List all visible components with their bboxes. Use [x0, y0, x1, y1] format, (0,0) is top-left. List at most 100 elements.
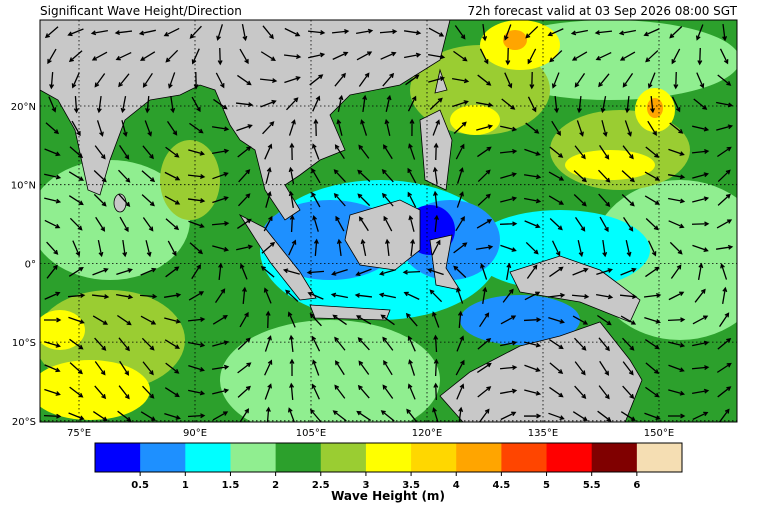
- arrow: [211, 221, 230, 227]
- arrow: [523, 174, 542, 180]
- colorbar-tick-label: 5.5: [583, 480, 601, 491]
- arrow: [547, 28, 564, 37]
- arrow: [332, 314, 347, 326]
- arrow: [717, 386, 732, 398]
- arrow: [187, 413, 206, 419]
- arrow: [598, 385, 610, 400]
- arrow: [719, 48, 729, 65]
- arrow: [95, 216, 106, 232]
- arrow: [241, 286, 247, 305]
- arrow: [692, 196, 710, 203]
- arrow: [667, 413, 686, 419]
- arrow: [429, 97, 443, 110]
- arrow: [549, 362, 564, 374]
- arrow: [620, 267, 637, 276]
- arrow: [44, 388, 61, 396]
- arrow: [265, 406, 271, 422]
- arrow: [620, 315, 637, 325]
- valid-time: 72h forecast valid at 03 Sep 2026 08:00 …: [467, 4, 737, 18]
- arrow: [236, 218, 252, 230]
- arrow: [452, 100, 469, 108]
- arrow: [502, 288, 514, 303]
- arrow: [548, 195, 565, 205]
- arrow: [551, 72, 560, 89]
- arrow: [191, 96, 201, 113]
- map-frame: [39, 19, 738, 423]
- arrow: [645, 146, 660, 158]
- arrow: [356, 410, 372, 421]
- arrow: [312, 215, 319, 232]
- arrow: [599, 360, 610, 376]
- arrow: [330, 292, 348, 299]
- arrow: [671, 48, 681, 65]
- arrow: [503, 24, 512, 41]
- arrow: [692, 315, 709, 325]
- arrow: [139, 293, 158, 299]
- arrow: [284, 76, 301, 84]
- arrow: [599, 216, 609, 233]
- arrow: [716, 219, 733, 229]
- arrow: [378, 292, 396, 299]
- lon-label: 90°E: [183, 428, 207, 439]
- arrow: [697, 262, 704, 280]
- arrow: [407, 335, 416, 352]
- arrow: [335, 215, 345, 232]
- arrow: [456, 383, 465, 400]
- arrow: [598, 169, 611, 183]
- arrow: [285, 289, 299, 302]
- arrow: [189, 25, 202, 39]
- lat-label: 10°N: [11, 181, 36, 192]
- arrow: [139, 51, 156, 61]
- arrow: [717, 74, 732, 86]
- arrow: [693, 98, 708, 110]
- arrow: [406, 408, 418, 422]
- arrow: [73, 95, 79, 114]
- arrow: [477, 337, 492, 350]
- arrow: [668, 148, 685, 156]
- arrow: [241, 24, 248, 42]
- arrow: [434, 214, 439, 233]
- arrow: [284, 27, 301, 37]
- arrow: [501, 98, 516, 110]
- arrow: [527, 96, 537, 113]
- arrow: [164, 171, 181, 181]
- arrow: [432, 190, 438, 209]
- arrow: [68, 412, 85, 421]
- arrow: [669, 241, 683, 255]
- arrow: [122, 239, 128, 258]
- colorbar-label: Wave Height (m): [331, 489, 445, 503]
- arrow: [499, 221, 518, 227]
- arrow: [289, 214, 295, 233]
- arrow: [141, 337, 155, 351]
- arrow: [283, 54, 302, 60]
- arrow: [621, 193, 635, 207]
- arrow: [504, 72, 513, 89]
- arrow: [379, 269, 396, 276]
- arrow: [193, 71, 199, 90]
- arrow: [92, 267, 109, 276]
- arrow: [188, 341, 206, 348]
- colorbar: 0.5 1 1.5 2 2.5 3 3.5 4 4.5 5 5.5 6: [94, 442, 683, 491]
- arrow: [44, 341, 61, 348]
- arrow: [44, 219, 61, 229]
- arrow: [598, 193, 611, 207]
- arrow: [410, 238, 416, 257]
- arrow: [119, 216, 129, 233]
- arrow: [576, 120, 584, 137]
- arrow: [644, 317, 661, 324]
- arrow: [691, 221, 710, 227]
- lat-label: 10°S: [12, 338, 36, 349]
- arrow: [383, 144, 393, 160]
- arrow: [479, 48, 489, 65]
- arrow: [332, 51, 349, 60]
- arrow: [312, 359, 320, 376]
- arrow: [383, 215, 393, 232]
- arrow: [574, 73, 586, 88]
- arrow: [692, 172, 710, 179]
- arrow: [551, 120, 561, 136]
- arrow: [571, 293, 590, 299]
- arrow: [475, 244, 494, 250]
- arrow: [574, 217, 586, 232]
- arrow: [647, 240, 657, 257]
- arrow: [237, 74, 252, 86]
